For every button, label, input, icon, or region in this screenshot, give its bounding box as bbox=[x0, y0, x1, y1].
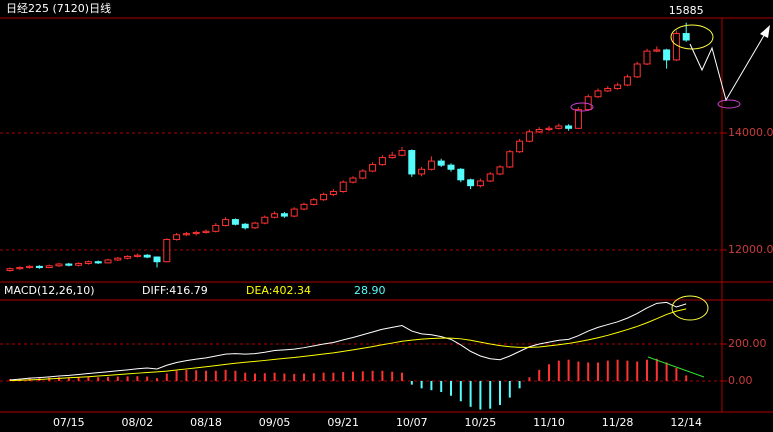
candle-body bbox=[349, 177, 357, 183]
candle-body bbox=[614, 84, 622, 90]
candle-body bbox=[623, 76, 631, 86]
candle-body bbox=[398, 150, 406, 156]
candle-body bbox=[251, 222, 259, 229]
candle-body bbox=[535, 128, 543, 133]
legend-diff: DIFF:416.79 bbox=[142, 284, 208, 297]
candle-body bbox=[84, 261, 92, 264]
candle-body bbox=[222, 219, 230, 226]
candle-body bbox=[261, 216, 269, 224]
candle-body bbox=[682, 33, 690, 41]
candle-body bbox=[506, 151, 514, 168]
candle-body bbox=[45, 265, 53, 269]
candle-body bbox=[241, 223, 249, 229]
forecast-arrow bbox=[689, 31, 767, 102]
candle-body bbox=[329, 191, 337, 195]
candle-body bbox=[418, 168, 426, 175]
candle-body bbox=[153, 256, 161, 263]
candle-body bbox=[525, 131, 533, 142]
candle-body bbox=[65, 263, 73, 266]
annotations bbox=[570, 24, 770, 378]
y-tick-label: 14000.00 bbox=[728, 126, 773, 139]
candle-body bbox=[447, 164, 455, 170]
candle-body bbox=[320, 193, 328, 201]
candle-body bbox=[467, 179, 475, 187]
candle-body bbox=[182, 233, 190, 236]
candle-body bbox=[310, 199, 318, 205]
x-tick-label: 10/07 bbox=[396, 416, 428, 429]
macd-line bbox=[9, 308, 687, 382]
x-tick-label: 08/18 bbox=[190, 416, 222, 429]
candle-body bbox=[633, 63, 641, 78]
y-tick-label: 0.00 bbox=[728, 374, 753, 387]
candle-body bbox=[163, 238, 171, 263]
candle-body bbox=[6, 268, 14, 271]
candle-body bbox=[643, 50, 651, 65]
x-tick-label: 09/21 bbox=[327, 416, 359, 429]
candle-body bbox=[653, 49, 661, 52]
candle-body bbox=[35, 265, 43, 269]
candle-body bbox=[437, 160, 445, 166]
legend-dea: DEA:402.34 bbox=[246, 284, 311, 297]
candle-body bbox=[271, 213, 279, 218]
x-tick-label: 11/28 bbox=[602, 416, 634, 429]
macd-title: MACD(12,26,10) bbox=[4, 284, 95, 297]
candle-body bbox=[114, 257, 122, 261]
candle-body bbox=[574, 109, 582, 129]
candle-body bbox=[516, 140, 524, 153]
y-tick-label: 12000.00 bbox=[728, 243, 773, 256]
candle-body bbox=[231, 219, 239, 225]
candle-body bbox=[290, 208, 298, 217]
highlight-ellipse bbox=[671, 295, 709, 321]
trend-line bbox=[647, 356, 705, 378]
x-tick-label: 12/14 bbox=[670, 416, 702, 429]
candle-body bbox=[604, 88, 612, 92]
candle-body bbox=[555, 125, 563, 129]
candle-body bbox=[476, 180, 484, 187]
candle-body bbox=[486, 173, 494, 182]
candle-body bbox=[378, 157, 386, 166]
candle-body bbox=[202, 230, 210, 233]
candle-body bbox=[212, 224, 220, 232]
candle-body bbox=[75, 262, 83, 266]
candle-body bbox=[408, 150, 416, 175]
candle-body bbox=[565, 125, 573, 129]
candle-body bbox=[369, 164, 377, 172]
candle-body bbox=[663, 49, 671, 61]
x-tick-label: 11/10 bbox=[533, 416, 565, 429]
candle-body bbox=[359, 170, 367, 179]
highlight-ellipse bbox=[570, 102, 594, 112]
x-tick-label: 07/15 bbox=[53, 416, 85, 429]
candle-body bbox=[339, 181, 347, 193]
candle-body bbox=[26, 265, 34, 269]
candle-body bbox=[427, 160, 435, 170]
candle-body bbox=[173, 234, 181, 240]
macd-line bbox=[9, 301, 687, 381]
candle-body bbox=[16, 267, 24, 270]
x-tick-label: 09/05 bbox=[259, 416, 291, 429]
max-label: 15885 bbox=[669, 4, 704, 17]
candle-body bbox=[594, 90, 602, 98]
x-tick-label: 10/25 bbox=[465, 416, 497, 429]
candle-body bbox=[300, 203, 308, 210]
highlight-ellipse bbox=[717, 99, 741, 109]
candle-body bbox=[94, 261, 102, 264]
candle-body bbox=[143, 254, 151, 258]
candle-body bbox=[496, 166, 504, 175]
candle-body bbox=[388, 154, 396, 159]
arrow-head bbox=[760, 25, 770, 38]
chart-title: 日经225 (7120)日线 bbox=[6, 1, 111, 15]
candle-body bbox=[280, 213, 288, 217]
candle-body bbox=[192, 231, 200, 235]
candle-body bbox=[545, 127, 553, 130]
candle-body bbox=[133, 254, 141, 257]
y-tick-label: 200.00 bbox=[728, 337, 767, 350]
candle-body bbox=[457, 168, 465, 181]
legend-histogram: 28.90 bbox=[354, 284, 386, 297]
x-tick-label: 08/02 bbox=[122, 416, 154, 429]
candle-body bbox=[104, 259, 112, 264]
candle-body bbox=[55, 263, 63, 267]
candle-body bbox=[124, 255, 132, 259]
